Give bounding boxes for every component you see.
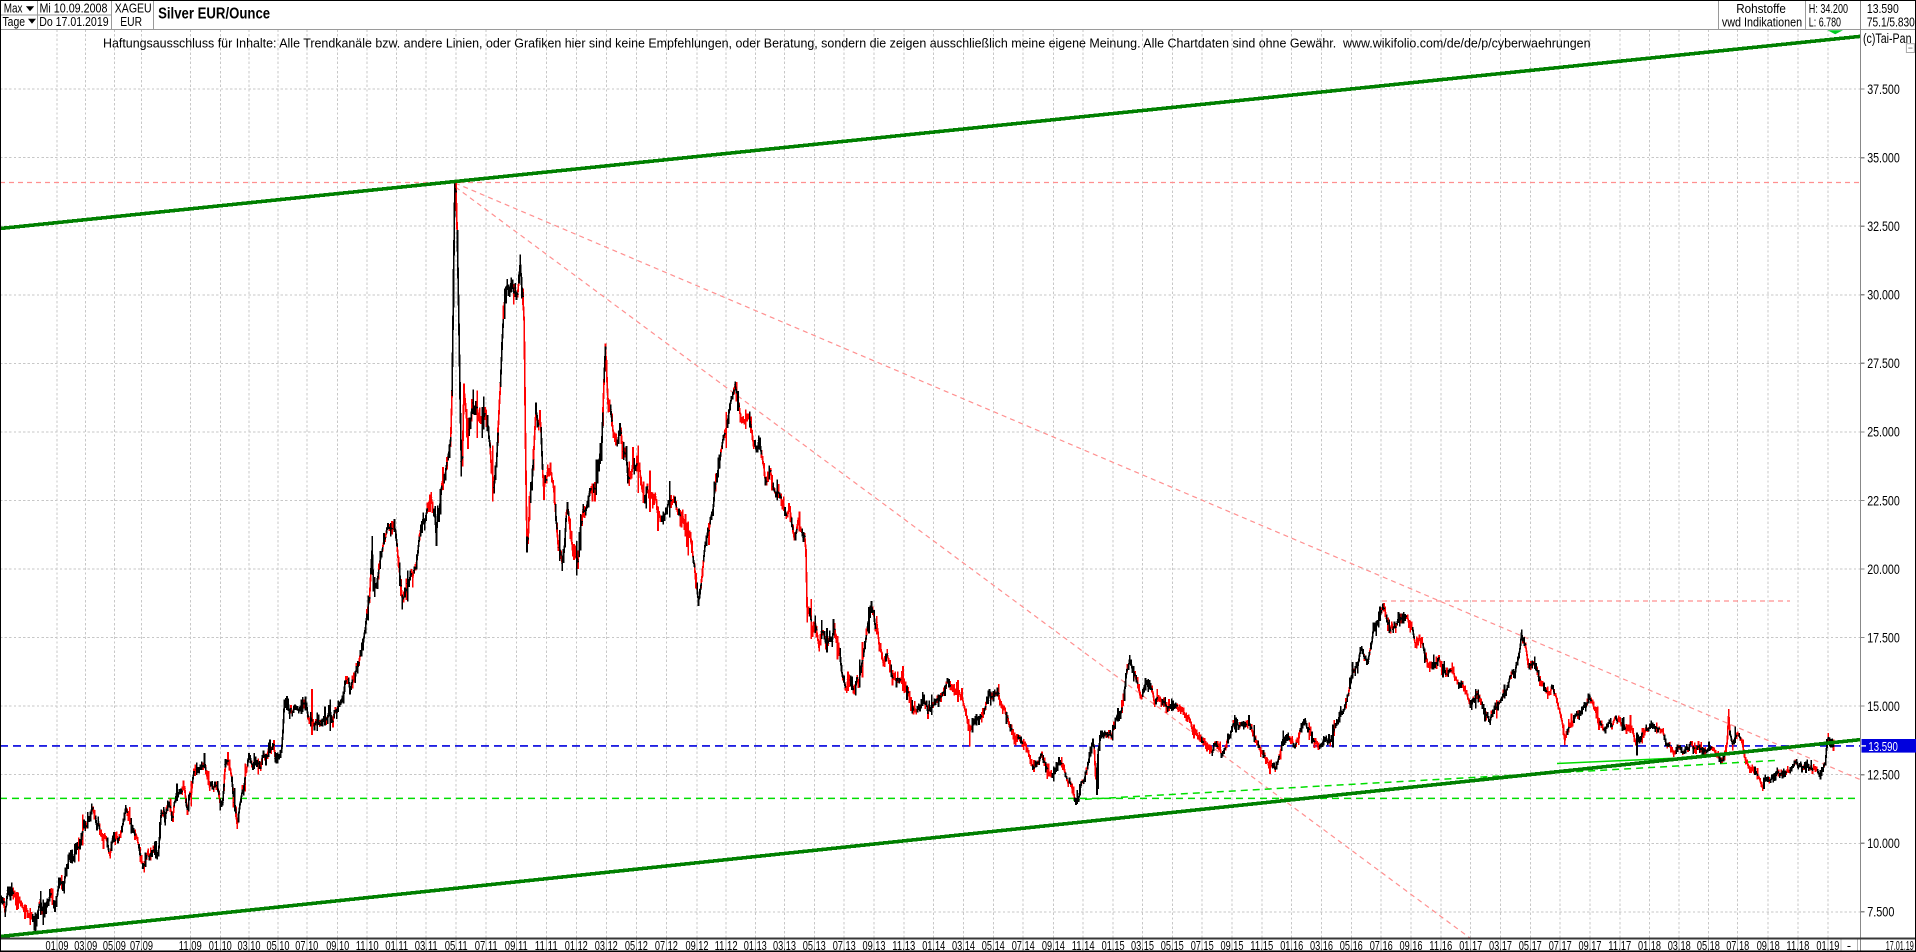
svg-text:-: - (1847, 939, 1851, 952)
svg-text:11.12: 11.12 (715, 939, 738, 952)
svg-text:11.11: 11.11 (535, 939, 558, 952)
svg-text:09.10: 09.10 (326, 939, 349, 952)
svg-text:05.13: 05.13 (803, 939, 826, 952)
svg-text:01.14: 01.14 (922, 939, 945, 952)
svg-text:17.01.19: 17.01.19 (1886, 939, 1914, 952)
svg-text:07.17: 07.17 (1549, 939, 1572, 952)
svg-text:XAGEU: XAGEU (115, 0, 152, 15)
svg-text:05.14: 05.14 (982, 939, 1005, 952)
svg-text:03.12: 03.12 (595, 939, 618, 952)
svg-text:09.14: 09.14 (1042, 939, 1065, 952)
svg-text:01.19: 01.19 (1816, 939, 1839, 952)
svg-text:11.09: 11.09 (179, 939, 202, 952)
svg-text:03.18: 03.18 (1668, 939, 1691, 952)
svg-text:05.12: 05.12 (625, 939, 648, 952)
svg-text:Max: Max (4, 0, 23, 15)
svg-text:05.17: 05.17 (1519, 939, 1542, 952)
svg-text:01.18: 01.18 (1638, 939, 1661, 952)
svg-text:12.500: 12.500 (1867, 768, 1900, 783)
svg-text:35.000: 35.000 (1867, 151, 1900, 166)
svg-text:09.12: 09.12 (686, 939, 709, 952)
svg-text:11.15: 11.15 (1250, 939, 1273, 952)
svg-text:01.17: 01.17 (1459, 939, 1482, 952)
svg-text:22.500: 22.500 (1867, 493, 1900, 508)
svg-text:01.09: 01.09 (46, 939, 69, 952)
svg-text:09.13: 09.13 (863, 939, 886, 952)
svg-text:Haftungsausschluss für Inhalte: Haftungsausschluss für Inhalte: Alle Tre… (103, 35, 1591, 50)
svg-text:EUR: EUR (120, 14, 142, 29)
svg-text:01.10: 01.10 (209, 939, 232, 952)
svg-text:05.09: 05.09 (103, 939, 126, 952)
svg-text:20.000: 20.000 (1867, 562, 1900, 577)
svg-text:09.17: 09.17 (1579, 939, 1602, 952)
svg-text:03.17: 03.17 (1489, 939, 1512, 952)
svg-text:03.13: 03.13 (773, 939, 796, 952)
svg-text:07.13: 07.13 (833, 939, 856, 952)
svg-text:03.15: 03.15 (1131, 939, 1154, 952)
svg-text:vwd Indikationen: vwd Indikationen (1722, 15, 1802, 30)
svg-text:05.10: 05.10 (267, 939, 290, 952)
svg-text:03.11: 03.11 (415, 939, 438, 952)
svg-text:01.16: 01.16 (1280, 939, 1303, 952)
svg-text:07.14: 07.14 (1012, 939, 1035, 952)
svg-text:01.12: 01.12 (565, 939, 588, 952)
svg-text:07.09: 07.09 (130, 939, 153, 952)
svg-text:11.18: 11.18 (1786, 939, 1809, 952)
svg-text:L: 6.780: L: 6.780 (1809, 15, 1841, 30)
svg-text:03.16: 03.16 (1310, 939, 1333, 952)
svg-text:11.16: 11.16 (1429, 939, 1452, 952)
svg-text:Rohstoffe: Rohstoffe (1736, 1, 1786, 16)
svg-text:01.13: 01.13 (744, 939, 767, 952)
svg-text:32.500: 32.500 (1867, 219, 1900, 234)
svg-text:Mi 10.09.2008: Mi 10.09.2008 (40, 0, 108, 15)
svg-text:27.500: 27.500 (1867, 356, 1900, 371)
svg-text:7.500: 7.500 (1867, 905, 1894, 920)
svg-text:07.10: 07.10 (295, 939, 318, 952)
svg-text:07.12: 07.12 (655, 939, 678, 952)
svg-text:25.000: 25.000 (1867, 425, 1900, 440)
svg-text:07.15: 07.15 (1191, 939, 1214, 952)
svg-text:11.14: 11.14 (1072, 939, 1095, 952)
svg-text:01.11: 01.11 (385, 939, 408, 952)
svg-text:01.15: 01.15 (1102, 939, 1125, 952)
svg-text:05.11: 05.11 (445, 939, 468, 952)
svg-text:10.000: 10.000 (1867, 836, 1900, 851)
svg-text:17.500: 17.500 (1867, 630, 1900, 645)
svg-text:15.000: 15.000 (1867, 699, 1900, 714)
svg-text:Tage: Tage (3, 14, 26, 29)
svg-text:Do 17.01.2019: Do 17.01.2019 (39, 14, 108, 29)
svg-text:03.09: 03.09 (74, 939, 97, 952)
svg-text:13.590: 13.590 (1868, 739, 1897, 754)
svg-text:30.000: 30.000 (1867, 288, 1900, 303)
svg-text:11.13: 11.13 (892, 939, 915, 952)
svg-text:11.17: 11.17 (1608, 939, 1631, 952)
svg-text:09.16: 09.16 (1400, 939, 1423, 952)
svg-text:03.14: 03.14 (952, 939, 975, 952)
svg-text:07.11: 07.11 (475, 939, 498, 952)
svg-text:09.11: 09.11 (505, 939, 528, 952)
svg-text:07.16: 07.16 (1370, 939, 1393, 952)
svg-text:09.15: 09.15 (1221, 939, 1244, 952)
svg-text:75.1/5.830: 75.1/5.830 (1867, 15, 1915, 30)
svg-text:11.10: 11.10 (356, 939, 379, 952)
svg-text:13.590: 13.590 (1867, 1, 1899, 16)
svg-text:05.18: 05.18 (1697, 939, 1720, 952)
svg-text:(c)Tai-Pan: (c)Tai-Pan (1863, 31, 1912, 46)
svg-text:Silver EUR/Ounce: Silver EUR/Ounce (158, 5, 270, 22)
svg-text:07.18: 07.18 (1726, 939, 1749, 952)
svg-text:09.18: 09.18 (1757, 939, 1780, 952)
svg-text:05.15: 05.15 (1161, 939, 1184, 952)
svg-text:H: 34.200: H: 34.200 (1809, 1, 1848, 16)
svg-text:03.10: 03.10 (238, 939, 261, 952)
svg-text:05.16: 05.16 (1340, 939, 1363, 952)
svg-text:37.500: 37.500 (1867, 82, 1900, 97)
